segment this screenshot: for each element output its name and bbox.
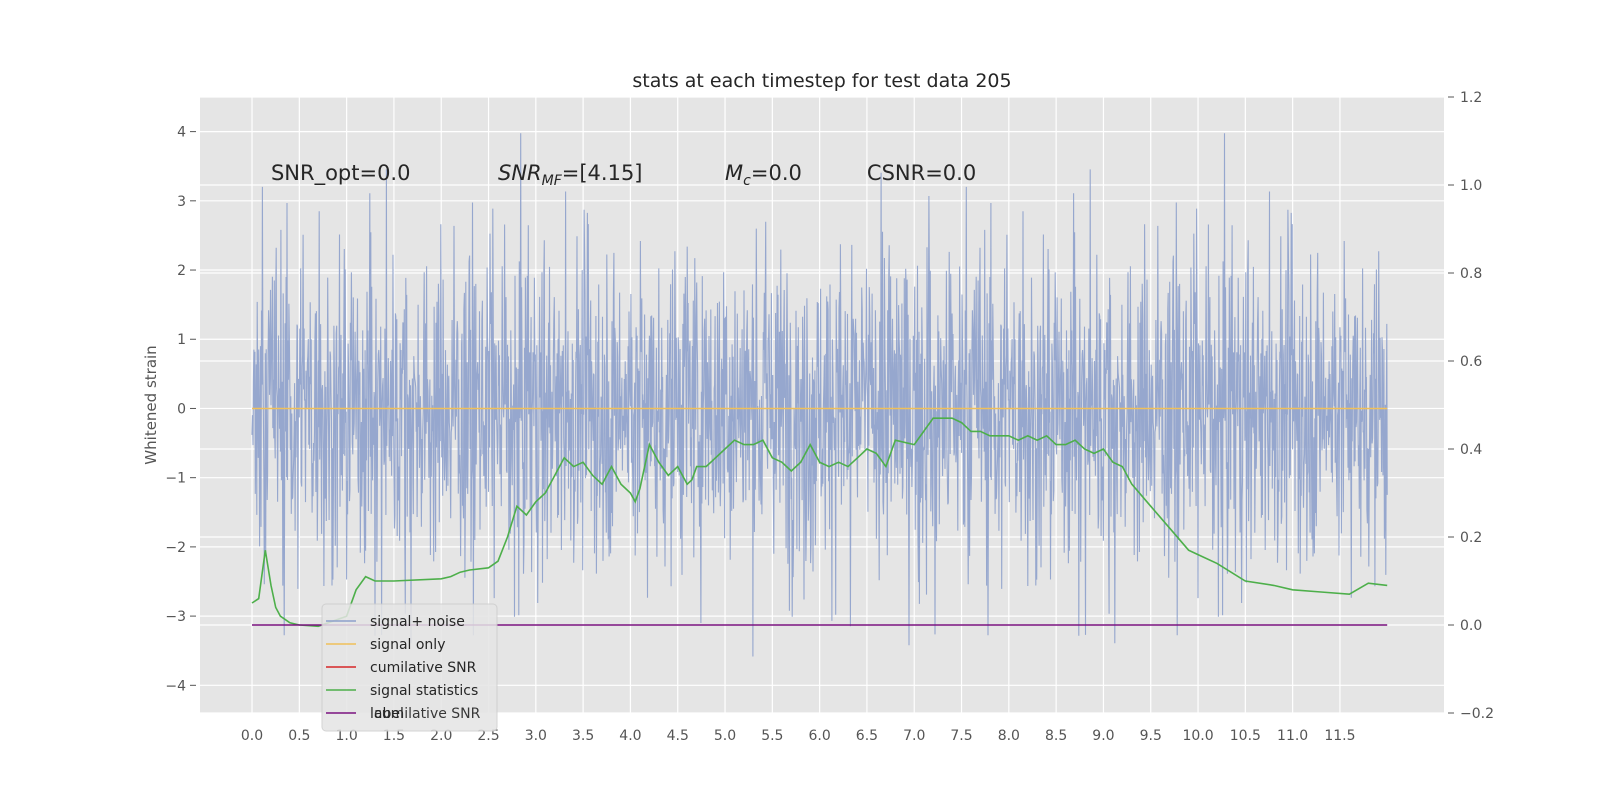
x-tick-label: 0.5 — [288, 728, 310, 744]
y2-tick-label: 0.4 — [1460, 442, 1482, 458]
x-tick-label: 4.0 — [619, 728, 641, 744]
legend-label: label — [370, 706, 404, 722]
x-tick-label: 7.5 — [950, 728, 972, 744]
x-tick-label: 3.5 — [572, 728, 594, 744]
annotation-text: CSNR=0.0 — [867, 161, 976, 185]
y-tick-label: −4 — [165, 678, 186, 694]
x-tick-label: 5.5 — [761, 728, 783, 744]
x-tick-label: 6.0 — [809, 728, 831, 744]
signal-noise-line — [251, 133, 1388, 657]
annotation-text: SNR_opt=0.0 — [271, 161, 411, 186]
annotations: SNR_opt=0.0 SNRMF=[4.15] Mc=0.0 CSNR=0.0 — [271, 161, 976, 189]
y-tick-label: 1 — [177, 332, 186, 348]
x-tick-label: 0.0 — [241, 728, 263, 744]
legend-label: signal+ noise — [370, 614, 465, 630]
x-tick-label: 8.5 — [1045, 728, 1067, 744]
annotation-text: SNRMF=[4.15] — [498, 161, 643, 189]
y2-tick-label: −0.2 — [1460, 706, 1494, 722]
y-tick-label: −2 — [165, 540, 186, 556]
x-axis: 0.0 0.5 1.0 1.5 2.0 2.5 3.0 3.5 4.0 4.5 5.0 5.5 6.0 6… — [241, 728, 1356, 744]
legend-label: signal only — [370, 637, 445, 653]
y-tick-label: −3 — [165, 609, 186, 625]
y2-tick-label: 1.2 — [1460, 90, 1482, 106]
y-tick-label: 4 — [177, 125, 186, 141]
x-tick-label: 11.5 — [1324, 728, 1355, 744]
y2-tick-label: 0.0 — [1460, 618, 1482, 634]
x-tick-label: 11.0 — [1277, 728, 1308, 744]
x-tick-label: 3.0 — [525, 728, 547, 744]
signal-noise-trace — [251, 133, 1388, 657]
x-tick-label: 7.0 — [903, 728, 925, 744]
y-axis-left: −4 −3 −2 −1 0 1 2 3 4 — [165, 125, 196, 694]
y-tick-label: 2 — [177, 263, 186, 279]
legend-label: cumilative SNR — [370, 660, 477, 676]
x-tick-label: 2.0 — [430, 728, 452, 744]
y-axis-right: −0.2 0.0 0.2 0.4 0.6 0.8 1.0 1.2 — [1448, 90, 1494, 722]
y-axis-label: Whitened strain — [142, 345, 160, 464]
x-tick-label: 2.5 — [477, 728, 499, 744]
x-tick-label: 9.5 — [1140, 728, 1162, 744]
x-tick-label: 9.0 — [1092, 728, 1114, 744]
y2-tick-label: 0.2 — [1460, 530, 1482, 546]
legend-ghost-text: cumilative SNR — [374, 706, 481, 722]
x-tick-label: 4.5 — [667, 728, 689, 744]
x-tick-label: 1.5 — [383, 728, 405, 744]
x-tick-label: 1.0 — [335, 728, 357, 744]
legend: cumilative SNR signal+ noise signal only cu… — [321, 603, 498, 732]
y-tick-label: 0 — [177, 401, 186, 417]
x-tick-label: 6.5 — [856, 728, 878, 744]
x-tick-label: 8.0 — [998, 728, 1020, 744]
chart-title: stats at each timestep for test data 205 — [632, 70, 1011, 92]
y2-tick-label: 0.8 — [1460, 266, 1482, 282]
legend-box — [321, 603, 498, 732]
y-tick-label: −1 — [165, 471, 186, 487]
x-tick-label: 10.0 — [1182, 728, 1213, 744]
y2-tick-label: 1.0 — [1460, 178, 1482, 194]
y-tick-label: 3 — [177, 194, 186, 210]
x-tick-label: 5.0 — [714, 728, 736, 744]
x-tick-label: 10.5 — [1230, 728, 1261, 744]
y2-tick-label: 0.6 — [1460, 354, 1482, 370]
legend-label: signal statistics — [370, 683, 478, 699]
series-line-signal-statistics — [251, 417, 1388, 628]
annotation-text: Mc=0.0 — [725, 161, 802, 189]
